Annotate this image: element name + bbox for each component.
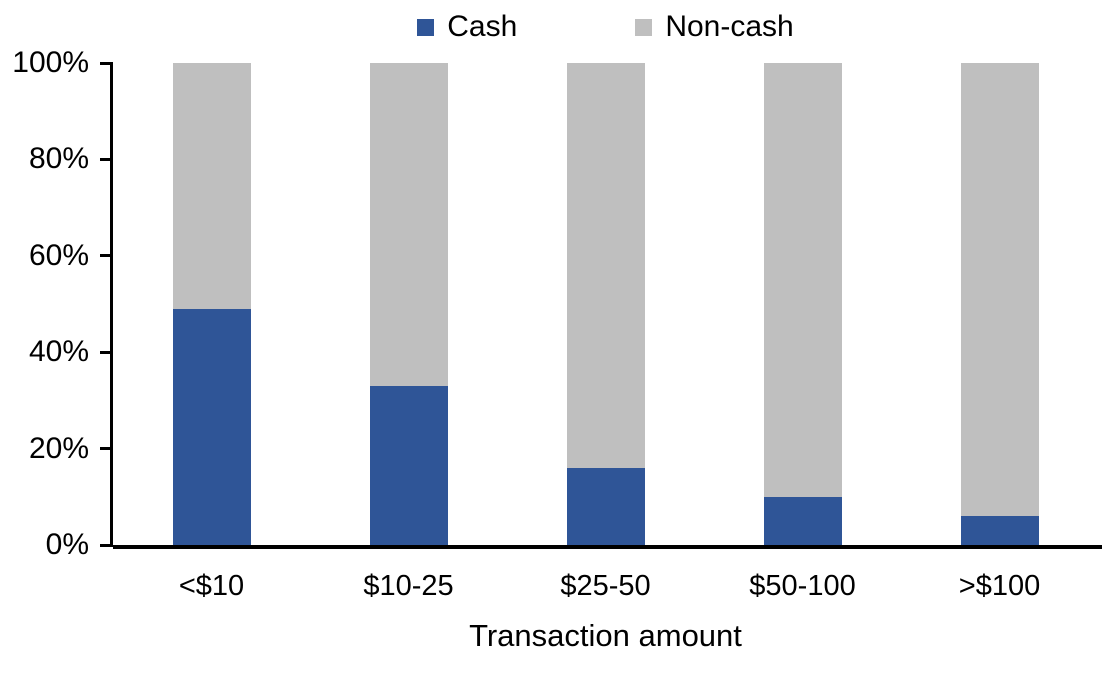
bar-100 [960,63,1039,545]
bars-container [113,63,1098,545]
bar-group-25-50 [507,63,704,545]
x-tick-label-10: <$10 [178,570,245,602]
plot-area [113,63,1098,545]
x-axis-line [113,545,1102,549]
bar-segment-non-cash-10 [172,63,251,309]
bar-segment-non-cash-100 [960,63,1039,517]
bar-group-10 [113,63,310,545]
bar-segment-non-cash-25-50 [566,63,645,468]
legend: Cash Non-cash [113,6,1098,48]
x-tick-label-50-100: $50-100 [749,570,856,602]
x-axis-title: Transaction amount [469,618,742,653]
bar-segment-cash-100 [960,516,1039,545]
bar-group-50-100 [704,63,901,545]
x-tick-label-100: >$100 [958,570,1041,602]
bar-group-100 [901,63,1098,545]
legend-label-non-cash: Non-cash [665,10,794,43]
x-tick-label-25-50: $25-50 [560,570,651,602]
y-tick-label: 80% [28,142,89,176]
legend-swatch-cash-icon [417,18,435,36]
bar-segment-non-cash-10-25 [369,63,448,386]
y-tick-label: 60% [28,238,89,272]
y-axis-line [110,63,113,545]
bar-10-25 [369,63,448,545]
y-tick-mark [100,157,113,161]
y-tick-label: 20% [28,431,89,465]
bar-10 [172,63,251,545]
bar-segment-cash-10-25 [369,385,448,545]
legend-swatch-non-cash-icon [635,18,653,36]
bar-50-100 [763,63,842,545]
bar-group-10-25 [310,63,507,545]
bar-segment-cash-10 [172,308,251,545]
legend-item-non-cash: Non-cash [635,10,794,43]
bar-segment-non-cash-50-100 [763,63,842,497]
y-tick-mark [100,350,113,354]
y-tick-mark [100,61,113,65]
legend-label-cash: Cash [447,10,518,43]
bar-segment-cash-25-50 [566,467,645,545]
y-tick-label: 0% [45,528,89,561]
y-tick-mark [100,543,113,547]
y-tick-mark [100,254,113,258]
y-axis: 0% 20% 40% 60% 80% 100% [0,47,113,561]
y-tick-label: 100% [12,46,89,79]
bar-25-50 [566,63,645,545]
x-tick-label-10-25: $10-25 [363,570,454,602]
legend-item-cash: Cash [417,12,517,42]
y-tick-mark [100,447,113,451]
x-axis-labels: <$10 $10-25 $25-50 $50-100 >$100 [113,570,1098,603]
y-tick-label: 40% [28,335,89,369]
bar-segment-cash-50-100 [763,496,842,545]
